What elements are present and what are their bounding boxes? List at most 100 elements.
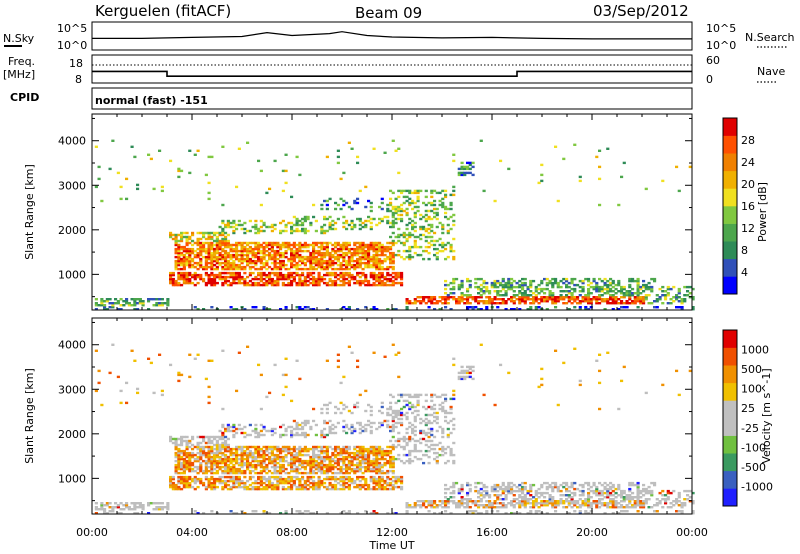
- power-cell: [345, 241, 349, 245]
- velocity-cell: [125, 504, 129, 507]
- velocity-cell: [312, 487, 316, 491]
- power-cell: [229, 253, 233, 257]
- velocity-cell: [452, 389, 456, 393]
- velocity-cell: [389, 459, 393, 463]
- velocity-cell: [259, 469, 263, 473]
- velocity-cell: [427, 445, 431, 449]
- power-cell: [303, 231, 307, 235]
- power-cell: [328, 255, 332, 259]
- velocity-cell: [188, 477, 192, 481]
- power-cell: [210, 306, 214, 309]
- velocity-cell: [254, 463, 258, 467]
- velocity-cell: [325, 467, 329, 471]
- velocity-cell: [372, 477, 376, 481]
- power-cell: [433, 298, 437, 301]
- velocity-cell: [391, 483, 395, 487]
- power-cell: [372, 259, 376, 263]
- velocity-cell: [119, 401, 123, 405]
- power-cell: [301, 273, 305, 277]
- power-cell: [188, 235, 192, 239]
- velocity-cell: [279, 435, 283, 439]
- power-cell: [325, 267, 329, 271]
- velocity-cell: [444, 447, 448, 451]
- velocity-cell: [215, 445, 219, 449]
- power-cell: [177, 267, 181, 271]
- velocity-cell: [284, 481, 288, 485]
- velocity-cell: [430, 506, 434, 509]
- power-cell: [389, 259, 393, 263]
- power-cell: [138, 300, 142, 303]
- power-cell: [320, 279, 324, 283]
- velocity-cell: [133, 359, 137, 362]
- power-cell: [108, 298, 112, 301]
- power-cell: [457, 296, 461, 299]
- power-cell: [507, 281, 511, 285]
- power-cell: [405, 302, 409, 305]
- power-cell: [281, 263, 285, 267]
- power-cell: [174, 281, 178, 285]
- power-cell: [292, 215, 296, 219]
- power-cell: [364, 261, 368, 265]
- velocity-cell: [116, 504, 120, 507]
- velocity-cell: [389, 461, 393, 465]
- power-cell: [691, 296, 695, 299]
- power-cell: [336, 155, 340, 159]
- velocity-cell: [224, 441, 228, 445]
- power-cell: [444, 189, 448, 193]
- velocity-cell: [336, 457, 340, 461]
- velocity-cell: [317, 463, 321, 467]
- power-cell: [224, 235, 228, 239]
- power-cell: [402, 209, 406, 213]
- power-cell: [301, 281, 305, 285]
- velocity-cell: [350, 455, 354, 459]
- velocity-cell: [397, 443, 401, 447]
- velocity-cell: [323, 469, 327, 473]
- velocity-cell: [191, 485, 195, 489]
- power-cell: [485, 281, 489, 285]
- power-cell: [386, 245, 390, 249]
- power-cell: [389, 225, 393, 229]
- power-cell: [325, 229, 329, 233]
- velocity-cell: [375, 461, 379, 465]
- power-cell: [240, 255, 244, 259]
- power-cell: [215, 231, 219, 235]
- power-cell: [565, 294, 569, 297]
- power-cell: [606, 300, 610, 303]
- power-cell: [171, 233, 175, 237]
- power-cell: [688, 296, 692, 299]
- velocity-cell: [182, 435, 186, 439]
- velocity-cell: [193, 481, 197, 485]
- power-cell: [570, 281, 574, 285]
- power-cell: [295, 251, 299, 255]
- velocity-cell: [347, 445, 351, 449]
- velocity-cell: [100, 403, 104, 407]
- velocity-cell: [400, 395, 404, 399]
- power-cell: [422, 298, 426, 301]
- power-cell: [257, 241, 261, 245]
- velocity-cell: [430, 429, 434, 433]
- velocity-cell: [177, 463, 181, 467]
- power-cell: [309, 257, 313, 261]
- power-cell: [353, 249, 357, 253]
- velocity-cell: [257, 453, 261, 457]
- power-cell: [257, 259, 261, 263]
- power-cell: [199, 241, 203, 245]
- power-cell: [229, 263, 233, 267]
- power-cell: [435, 239, 439, 243]
- velocity-cell: [207, 455, 211, 459]
- velocity-cell: [334, 485, 338, 489]
- power-cell: [213, 257, 217, 261]
- power-cell: [391, 243, 395, 247]
- velocity-cell: [207, 439, 211, 443]
- velocity-cell: [375, 447, 379, 451]
- power-colorbar-swatch: [723, 258, 737, 277]
- power-cell: [279, 308, 283, 311]
- power-cell: [347, 257, 351, 261]
- power-cell: [512, 279, 516, 283]
- velocity-cell: [386, 469, 390, 473]
- velocity-cell: [430, 393, 434, 397]
- velocity-cell: [290, 477, 294, 481]
- velocity-cell: [309, 455, 313, 459]
- power-cell: [254, 247, 258, 251]
- power-cell: [191, 275, 195, 279]
